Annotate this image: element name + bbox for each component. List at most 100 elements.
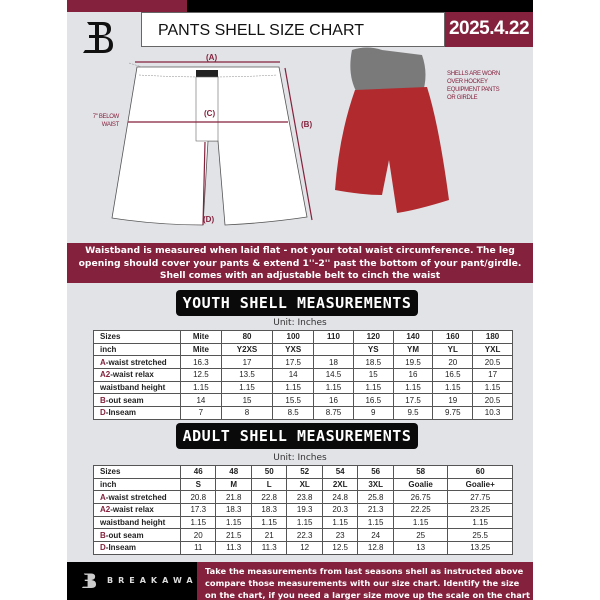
- table-cell: 8: [220, 406, 274, 420]
- table-row: D-Inseam 7 8 8.5 8.75 9 9.5 9.75 10.3: [93, 406, 513, 420]
- table-cell: 27.75: [447, 490, 513, 505]
- shorts-diagram-icon: [111, 47, 449, 226]
- footer-instructions: Take the measurements from last seasons …: [197, 562, 533, 600]
- table-cell: YS: [352, 342, 394, 357]
- measurement-diagram: (A) (C) (B) (D) 7'' BELOW WAIST SHELLS A…: [67, 45, 533, 240]
- table-row: B-out seam 20 21.5 21 22.3 23 24 25 25.5: [93, 528, 513, 543]
- table-cell: 12.5: [180, 368, 222, 382]
- table-cell: Goalie: [392, 477, 449, 492]
- table-cell: 23: [321, 528, 359, 543]
- table-cell: 26.75: [392, 490, 449, 505]
- brand-name: BREAKAWAY: [107, 576, 208, 585]
- table-cell: 21: [250, 528, 288, 543]
- table-cell: 7: [180, 406, 222, 420]
- table-cell: 25.5: [447, 528, 513, 543]
- table-cell: YM: [392, 342, 434, 357]
- row-label-prefix: D: [100, 543, 106, 553]
- table-cell: 100: [272, 330, 315, 344]
- table-cell: 22.8: [250, 490, 288, 505]
- table-cell: YXS: [272, 342, 315, 357]
- page-title: PANTS SHELL SIZE CHART: [141, 12, 445, 47]
- table-cell: 13: [392, 541, 449, 555]
- row-label: A2-waist relax: [93, 503, 181, 517]
- table-cell: 19.3: [286, 503, 323, 517]
- table-cell: 14: [180, 393, 222, 408]
- table-row: A-waist stretched 20.8 21.8 22.8 23.8 24.8 25.…: [93, 490, 513, 505]
- table-row: A-waist stretched 16.3 17 17.5 18 18.5 19.5 20 2…: [93, 355, 513, 370]
- table-cell: 110: [313, 330, 354, 344]
- top-accent-bar: [67, 0, 187, 12]
- table-cell: 24.8: [321, 490, 359, 505]
- row-label-text: inch: [100, 345, 117, 355]
- label-b: (B): [301, 120, 313, 129]
- table-cell: 16.3: [180, 355, 222, 370]
- row-label-text: -Inseam: [105, 408, 137, 418]
- row-label: inch: [93, 342, 181, 357]
- table-row: A2-waist relax 12.5 13.5 14 14.5 15 16 16.5 17: [93, 368, 513, 382]
- adult-section-title: ADULT SHELL MEASUREMENTS: [176, 423, 418, 449]
- table-cell: 14: [272, 368, 315, 382]
- row-label-prefix: A: [100, 357, 106, 367]
- row-label: D-Inseam: [93, 541, 181, 555]
- row-label-text: -waist relax: [110, 370, 154, 380]
- table-cell: YL: [432, 342, 474, 357]
- below-waist-note: 7'' BELOW WAIST: [92, 114, 120, 128]
- table-cell: 1.15: [250, 515, 288, 530]
- row-label-text: waistband height: [100, 383, 166, 393]
- label-a: (A): [206, 53, 218, 62]
- table-cell: 16.5: [352, 393, 394, 408]
- table-cell: 18.3: [215, 503, 252, 517]
- table-cell: 1.15: [352, 380, 394, 395]
- size-chart-page: PANTS SHELL SIZE CHART 2025.4.22 (A) (C)…: [67, 0, 533, 600]
- row-label-prefix: B: [100, 395, 106, 405]
- table-cell: 16: [313, 393, 354, 408]
- table-cell: 50: [250, 465, 288, 479]
- table-cell: 18: [313, 355, 354, 370]
- table-cell: 17: [472, 368, 513, 382]
- table-cell: Mite: [180, 330, 222, 344]
- table-cell: 1.15: [215, 515, 252, 530]
- row-label-prefix: A: [100, 492, 106, 502]
- table-row: Sizes Mite 80 100 110 120 140 160 180: [93, 330, 513, 344]
- table-cell: 1.15: [432, 380, 474, 395]
- table-cell: 56: [357, 465, 394, 479]
- table-cell: 1.15: [321, 515, 359, 530]
- table-cell: Goalie+: [447, 477, 513, 492]
- row-label: Sizes: [93, 330, 181, 344]
- table-cell: 17.3: [179, 503, 217, 517]
- row-label: D-Inseam: [93, 406, 181, 420]
- table-cell: 22.25: [392, 503, 449, 517]
- table-cell: 180: [472, 330, 513, 344]
- table-cell: 23.25: [447, 503, 513, 517]
- table-cell: XL: [286, 477, 323, 492]
- table-cell: 23.8: [286, 490, 323, 505]
- row-label: Sizes: [93, 465, 181, 479]
- table-cell: 20.8: [179, 490, 217, 505]
- table-cell: 1.15: [392, 380, 434, 395]
- table-cell: 54: [321, 465, 359, 479]
- table-cell: 20.3: [321, 503, 359, 517]
- table-cell: 21.3: [357, 503, 394, 517]
- table-cell: 9: [352, 406, 394, 420]
- table-cell: 15: [352, 368, 394, 382]
- table-row: waistband height 1.15 1.15 1.15 1.15 1.15 1.15…: [93, 380, 513, 395]
- version-date: 2025.4.22: [445, 12, 533, 47]
- table-cell: 9.5: [392, 406, 434, 420]
- top-black-bar: [187, 0, 533, 12]
- table-cell: 1.15: [357, 515, 394, 530]
- adult-unit: Unit: Inches: [273, 453, 327, 463]
- row-label: B-out seam: [93, 393, 181, 408]
- table-cell: 11.3: [250, 541, 288, 555]
- table-cell: 20.5: [472, 393, 513, 408]
- row-label: A-waist stretched: [93, 355, 181, 370]
- table-cell: 3XL: [357, 477, 394, 492]
- table-cell: 1.15: [286, 515, 323, 530]
- youth-size-table: Sizes Mite 80 100 110 120 140 160 180 inch Mite Y2X…: [93, 330, 513, 420]
- table-cell: 18.5: [352, 355, 394, 370]
- table-cell: 120: [352, 330, 394, 344]
- row-label: A-waist stretched: [93, 490, 181, 505]
- row-label-text: inch: [100, 480, 117, 490]
- row-label-prefix: A2: [100, 505, 111, 515]
- row-label: B-out seam: [93, 528, 181, 543]
- footer-brand: BREAKAWAY: [67, 562, 203, 600]
